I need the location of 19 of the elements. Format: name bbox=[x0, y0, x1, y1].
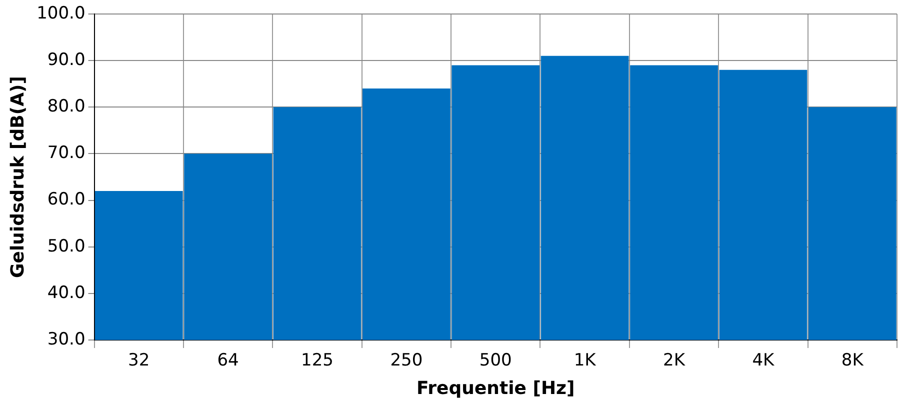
y-tick-label: 50.0 bbox=[47, 236, 86, 256]
x-tick-label: 64 bbox=[217, 350, 239, 371]
y-tick-label: 80.0 bbox=[47, 96, 86, 117]
y-tick-label: 100.0 bbox=[36, 3, 86, 24]
y-tick-label: 40.0 bbox=[47, 282, 86, 303]
x-tick-label: 1K bbox=[574, 350, 597, 371]
x-tick-label: 4K bbox=[752, 350, 776, 371]
y-tick-label: 60.0 bbox=[47, 190, 86, 210]
x-axis-title: Frequentie [Hz] bbox=[416, 378, 575, 399]
x-tick-label: 250 bbox=[390, 350, 423, 371]
x-tick-label: 125 bbox=[301, 350, 334, 371]
x-tick-label: 32 bbox=[128, 350, 150, 371]
y-tick-label: 30.0 bbox=[47, 329, 86, 350]
x-tick-label: 8K bbox=[841, 350, 864, 371]
x-tick-label: 500 bbox=[479, 350, 512, 371]
y-axis-title: Geluidsdruk [dB(A)] bbox=[7, 76, 28, 278]
x-tick-label: 2K bbox=[663, 350, 686, 371]
y-tick-label: 90.0 bbox=[47, 50, 86, 70]
y-tick-label: 70.0 bbox=[47, 143, 86, 164]
